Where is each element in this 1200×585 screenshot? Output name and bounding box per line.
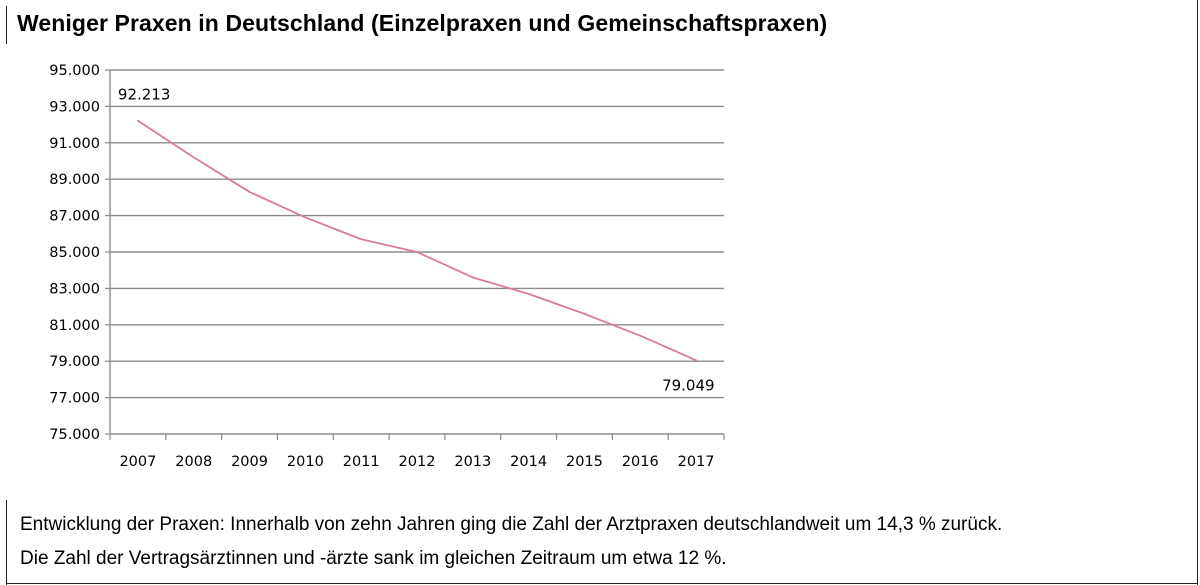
data-point [527,292,530,295]
axes [105,69,725,440]
chart-title: Weniger Praxen in Deutschland (Einzelpra… [17,10,828,36]
data-point [137,119,139,122]
data-point [248,191,251,193]
y-tick-label: 79.000 [49,354,100,370]
caption-line-1: Entwicklung der Praxen: Innerhalb von ze… [20,514,1003,535]
y-tick-label: 75.000 [49,427,100,443]
frame-right-border [1197,0,1198,585]
data-point [360,238,363,241]
data-point [639,334,642,337]
y-tick-label: 95.000 [49,63,100,79]
x-tick-labels: 2007 2008 2009 2010 2011 2012 2013 2014 2015 2016… [119,454,714,470]
y-tick-label: 93.000 [49,99,100,115]
y-tick-label: 91.000 [49,136,100,152]
data-label: 79.049 [662,376,715,394]
data-point [416,251,418,253]
x-tick-label: 2011 [343,454,380,470]
caption-line-2: Die Zahl der Vertragsärztinnen und -ärzt… [20,548,727,569]
data-labels: 92.213 79.049 [118,86,715,395]
data-point [192,156,195,159]
data-point [471,276,474,279]
x-tick-label: 2009 [231,454,268,470]
y-tick-label: 83.000 [49,281,100,297]
data-point [583,312,586,315]
x-tick-label: 2007 [119,454,156,470]
x-tick-label: 2016 [622,454,659,470]
y-tick-labels: 75.000 77.000 79.000 81.000 83.000 85.000 87.0… [49,63,100,443]
series [137,119,697,362]
frame-left-border-bottom [6,500,7,585]
y-tick-label: 77.000 [49,391,100,407]
x-tick-label: 2017 [678,454,715,470]
data-point [304,216,307,219]
x-tick-label: 2015 [566,454,603,470]
frame-left-border-top [6,6,7,44]
x-tick-label: 2008 [175,454,212,470]
data-label: 92.213 [118,86,171,104]
frame-bottom-border [6,583,1198,584]
x-tick-label: 2010 [287,454,324,470]
y-tick-label: 89.000 [49,172,100,188]
x-tick-label: 2012 [399,454,436,470]
x-tick-label: 2014 [510,454,547,470]
x-tick-label: 2013 [454,454,491,470]
y-tick-label: 85.000 [49,245,100,261]
y-tick-label: 81.000 [49,318,100,334]
y-tick-label: 87.000 [49,209,100,225]
data-point [695,359,697,362]
gridlines [110,69,724,399]
